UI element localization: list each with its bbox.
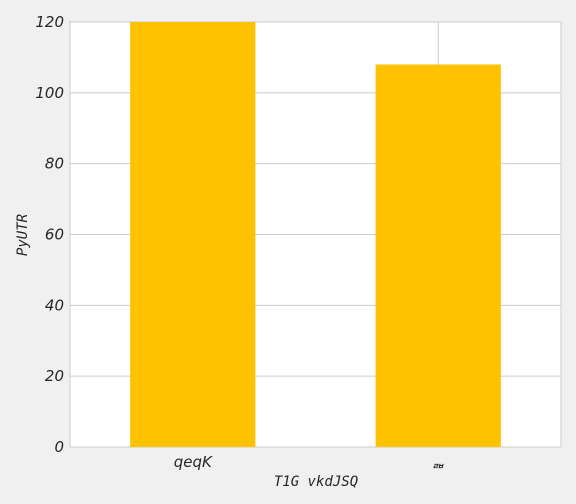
y-tick-label: 80: [45, 155, 64, 173]
bar: [375, 64, 501, 447]
bar: [130, 22, 256, 447]
bars: [130, 22, 501, 447]
x-axis-label: T1G vkdJSQ: [274, 474, 358, 490]
y-tick-label: 60: [45, 226, 64, 244]
y-tick-label: 120: [35, 13, 64, 31]
y-tick-label: 40: [45, 296, 64, 314]
x-tick-label: qeqK: [174, 453, 213, 471]
y-tick-label: 0: [54, 438, 64, 456]
y-tick-label: 20: [45, 367, 64, 385]
y-axis-ticks: 0 20 40 60 80 100 120: [35, 13, 64, 456]
y-axis-label: PyUTR: [15, 214, 31, 256]
x-axis-ticks: qeqK ᆲ: [174, 453, 445, 471]
x-tick-label: ᆲ: [431, 453, 445, 471]
y-tick-label: 100: [35, 84, 64, 102]
